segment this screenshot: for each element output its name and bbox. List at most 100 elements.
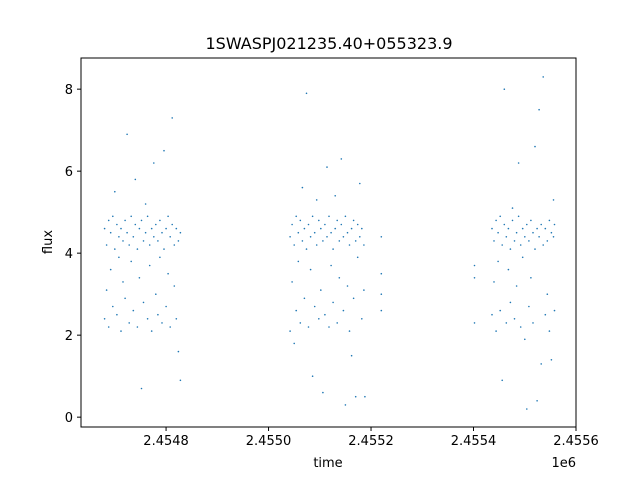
chart-title: 1SWASPJ021235.40+055323.9 (205, 34, 452, 53)
data-point (540, 363, 542, 365)
data-point (548, 219, 551, 222)
data-point (116, 223, 118, 226)
x-tick-label: 2.4552 (348, 434, 394, 449)
data-point (380, 309, 383, 312)
data-point (495, 330, 497, 332)
data-point (140, 219, 143, 222)
data-point (354, 240, 357, 242)
data-point (173, 244, 176, 246)
data-point (326, 166, 328, 168)
data-point (165, 227, 167, 230)
data-point (311, 215, 314, 218)
data-point (146, 318, 149, 320)
data-point (363, 244, 365, 246)
data-point (534, 248, 536, 250)
data-point (340, 223, 343, 226)
y-tick-label: 6 (65, 165, 73, 180)
data-point (507, 227, 510, 230)
data-point (342, 309, 345, 312)
data-point (324, 313, 326, 316)
data-point (499, 309, 502, 312)
data-point (126, 133, 128, 136)
data-point (473, 264, 476, 267)
data-point (553, 309, 556, 312)
data-point (159, 219, 161, 222)
data-point (528, 305, 530, 308)
data-point (132, 236, 135, 238)
data-point (530, 219, 532, 222)
data-point (338, 277, 341, 279)
data-point (350, 227, 353, 230)
data-point (546, 293, 549, 296)
data-point (305, 248, 308, 250)
data-point (109, 231, 112, 234)
data-point (169, 326, 171, 328)
data-point (552, 236, 555, 238)
data-point (163, 248, 165, 250)
data-point (330, 264, 332, 267)
data-point (359, 182, 361, 185)
data-point (356, 256, 359, 259)
data-point (336, 219, 339, 222)
data-point (153, 162, 155, 164)
data-point (550, 359, 553, 361)
data-point (495, 219, 497, 222)
data-point (519, 326, 522, 328)
data-point (295, 215, 298, 218)
data-point (521, 256, 524, 259)
data-point (352, 297, 355, 300)
x-tick-label: 2.4550 (246, 434, 292, 449)
data-point (332, 248, 334, 250)
x-axis-offset-label: 1e6 (551, 456, 576, 471)
data-point (497, 260, 499, 263)
data-point (328, 326, 330, 328)
data-point (301, 240, 304, 242)
data-point (159, 256, 161, 259)
data-point (297, 231, 300, 234)
data-point (130, 215, 132, 218)
data-point (552, 199, 555, 201)
data-point (307, 326, 310, 328)
y-tick-label: 8 (65, 83, 73, 98)
data-point (536, 400, 538, 402)
data-point (505, 322, 508, 324)
data-point (138, 277, 141, 279)
y-tick-label: 2 (65, 329, 73, 344)
data-point (340, 158, 343, 160)
data-point (546, 240, 549, 242)
data-point (380, 272, 383, 275)
x-tick-label: 2.4548 (143, 434, 189, 449)
data-point (142, 301, 145, 304)
data-point (334, 195, 337, 197)
data-point (532, 231, 534, 234)
data-point (155, 223, 157, 226)
data-point (363, 289, 365, 291)
data-point (128, 322, 130, 324)
data-point (179, 231, 182, 234)
data-point (526, 408, 528, 410)
y-axis: 0 2 4 6 8 (65, 83, 81, 426)
data-point (491, 313, 493, 316)
data-point (501, 379, 504, 382)
data-point (173, 285, 176, 287)
data-point (342, 236, 345, 238)
data-point (359, 236, 361, 238)
data-point (311, 375, 314, 378)
data-point (513, 240, 516, 242)
data-point (293, 342, 296, 345)
data-point (361, 318, 363, 320)
data-point (524, 338, 526, 341)
data-point (511, 219, 514, 222)
data-point (473, 322, 476, 324)
data-point (473, 277, 476, 279)
data-point (122, 240, 124, 242)
data-point (521, 227, 524, 230)
data-point (493, 240, 495, 242)
data-point (291, 223, 293, 226)
data-point (289, 236, 291, 238)
data-point (513, 318, 516, 320)
data-point (503, 88, 506, 90)
data-point (303, 227, 306, 230)
